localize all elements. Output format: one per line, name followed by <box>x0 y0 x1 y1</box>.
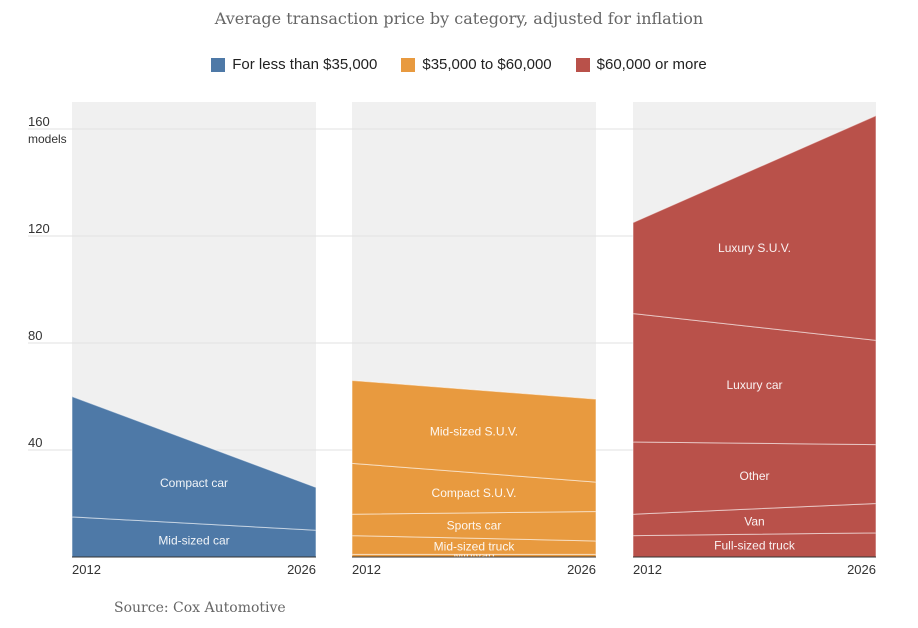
series-label: Other <box>739 469 769 483</box>
legend-item-high: $60,000 or more <box>575 56 707 73</box>
x-tick-label: 2012 <box>633 562 662 577</box>
x-tick-label: 2012 <box>352 562 381 577</box>
chart-title: Average transaction price by category, a… <box>214 9 704 28</box>
legend-swatch-low <box>211 57 226 72</box>
y-axis-label: models <box>28 132 67 146</box>
x-tick-label: 2026 <box>287 562 316 577</box>
legend-label-low: For less than $35,000 <box>232 56 378 73</box>
series-label: Mid-sized truck <box>434 539 516 553</box>
legend-item-low: For less than $35,000 <box>211 56 377 73</box>
legend-swatch-high <box>575 57 590 72</box>
source-note: Source: Cox Automotive <box>114 600 286 616</box>
series-label: Luxury S.U.V. <box>718 241 791 255</box>
y-tick-label: 40 <box>28 435 42 450</box>
series-label: Luxury car <box>726 378 782 392</box>
band-luxury-s-u-v- <box>632 114 877 341</box>
legend: For less than $35,000 $35,000 to $60,000… <box>0 56 918 73</box>
series-label: Mid-sized car <box>158 533 229 547</box>
legend-item-mid: $35,000 to $60,000 <box>401 56 552 73</box>
band-compact-car <box>71 395 317 531</box>
series-label: Full-sized truck <box>714 539 796 553</box>
series-label: Van <box>744 515 764 529</box>
series-label: Compact S.U.V. <box>432 486 517 500</box>
x-tick-label: 2012 <box>72 562 101 577</box>
legend-label-mid: $35,000 to $60,000 <box>422 56 552 73</box>
series-label: Mid-sized S.U.V. <box>430 424 518 438</box>
x-tick-label: 2026 <box>567 562 596 577</box>
x-tick-label: 2026 <box>847 562 876 577</box>
y-tick-label: 160 <box>28 114 50 129</box>
series-label: Compact car <box>160 476 228 490</box>
legend-swatch-mid <box>401 57 416 72</box>
y-tick-label: 120 <box>28 221 50 236</box>
series-label: Sports car <box>447 519 502 533</box>
y-tick-label: 80 <box>28 328 42 343</box>
legend-label-high: $60,000 or more <box>596 56 707 73</box>
band-mid-sized-s-u-v- <box>351 379 597 483</box>
